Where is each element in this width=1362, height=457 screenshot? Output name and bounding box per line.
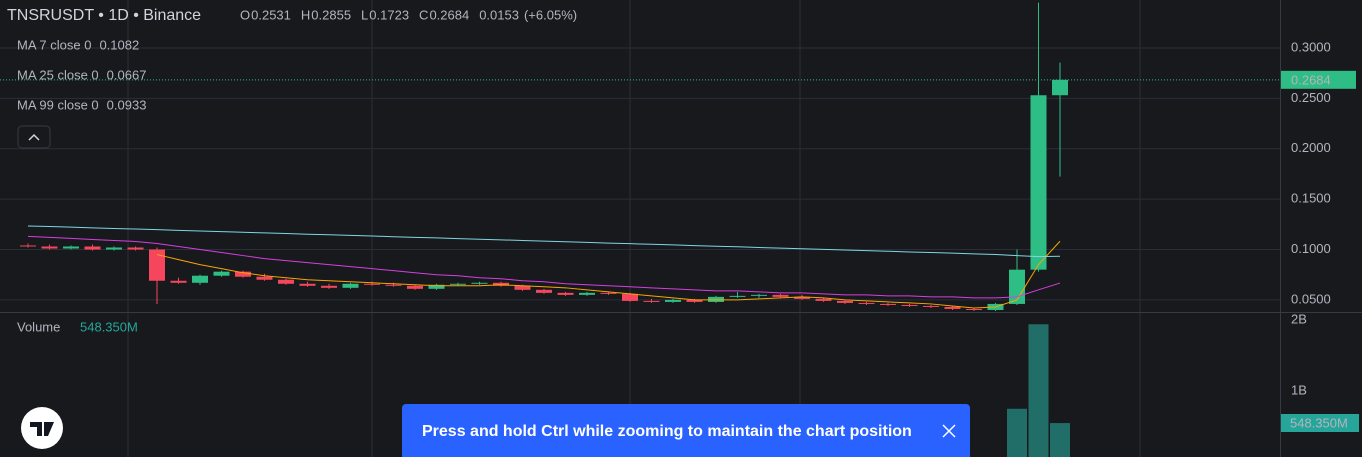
ma-line: [27, 225, 1061, 258]
volume-bar: [1028, 324, 1049, 457]
candle-body: [407, 285, 423, 289]
volume-pane: [1007, 324, 1070, 457]
ma-legend-name: MA 99 close 0: [17, 97, 99, 112]
ma-legend-name: MA 25 close 0: [17, 67, 99, 82]
candle-body: [256, 276, 273, 280]
candle-body: [235, 271, 251, 277]
ma-legend-name: MA 7 close 0: [17, 37, 91, 52]
candle-body: [170, 280, 187, 283]
ohlc-value: 0.1723: [369, 7, 409, 22]
candle-body: [858, 302, 875, 304]
price-pane: [0, 2, 1280, 311]
price-label-box: [1281, 70, 1356, 89]
candle-body: [63, 246, 79, 249]
y-tick-label: 0.1000: [1291, 241, 1331, 256]
collapse-icon: [28, 133, 40, 141]
toast-close[interactable]: [942, 424, 956, 438]
candle-body: [536, 289, 552, 293]
candle-body: [579, 292, 595, 295]
candle-body: [901, 304, 918, 306]
volume-legend-value: 548.350M: [80, 319, 138, 334]
change-percent: (+6.05%): [524, 7, 577, 22]
ohlc-value: 0.2855: [311, 7, 351, 22]
candle-body: [127, 247, 144, 250]
candle-body: [815, 298, 832, 301]
candle-body: [278, 279, 294, 284]
change-value: 0.0153: [479, 7, 519, 22]
candle-body: [708, 296, 724, 302]
collapse-button[interactable]: [17, 125, 51, 149]
y-tick-label: 0.3000: [1291, 39, 1331, 54]
volume-bar: [1007, 408, 1027, 457]
volume-bar: [1050, 423, 1070, 457]
time-grid: [127, 0, 1141, 457]
volume-label-box: [1281, 414, 1359, 432]
candle-body: [751, 294, 767, 296]
volume-tick-label: 1B: [1291, 382, 1307, 397]
volume-title: Volume: [17, 319, 60, 334]
y-tick-label: 0.2500: [1291, 90, 1331, 105]
ohlc-label: O: [240, 7, 250, 22]
candle-body: [643, 300, 660, 302]
candle-body: [321, 285, 337, 288]
candle-body: [385, 284, 402, 286]
candle-body: [192, 275, 208, 283]
ma-legend-value: 0.0667: [107, 67, 147, 82]
candle-body: [600, 292, 617, 294]
overlay: 0.0500 0.1000 0.1500 0.2000 0.2500 0.3000 MA 7…: [0, 7, 1359, 432]
candle-body: [665, 299, 681, 302]
candle-body: [84, 246, 101, 250]
ohlc-label: H: [301, 7, 310, 22]
toast: [402, 404, 970, 457]
volume-tick-label: 2B: [1291, 311, 1307, 326]
ma-legend-value: 0.0933: [107, 97, 147, 112]
candle-body: [41, 246, 58, 249]
candle-body: [794, 296, 810, 299]
candle-body: [450, 283, 466, 285]
ohlc-label: C: [419, 7, 428, 22]
y-tick-label: 0.0500: [1291, 291, 1331, 306]
candle-body: [1052, 79, 1068, 96]
ohlc-label: L: [361, 7, 368, 22]
ma-line: [27, 235, 1061, 299]
toast-message: Press and hold Ctrl while zooming to mai…: [422, 423, 912, 440]
candle-body: [149, 249, 165, 281]
ma-legend-value: 0.1082: [99, 37, 139, 52]
candle-body: [428, 284, 445, 289]
ohlc-value: 0.2684: [429, 7, 469, 22]
candle-body: [923, 305, 939, 307]
y-tick-label: 0.2000: [1291, 140, 1331, 155]
candle-body: [20, 245, 36, 247]
candle-body: [514, 285, 531, 290]
candle-body: [557, 292, 574, 295]
candle-body: [364, 283, 380, 285]
volume-label: 548.350M: [1290, 415, 1348, 430]
candle-body: [1009, 269, 1025, 304]
candle-body: [772, 294, 789, 297]
candle-body: [966, 308, 982, 310]
y-tick-label: 0.1500: [1291, 191, 1331, 206]
price-label: 0.2684: [1291, 72, 1331, 87]
candle-body: [299, 283, 316, 286]
candle-body: [686, 299, 703, 302]
candle-body: [729, 295, 746, 297]
candle-body: [213, 271, 230, 276]
logo-mark: [30, 422, 54, 436]
candle-body: [471, 282, 488, 284]
ohlc-value: 0.2531: [251, 7, 291, 22]
candle-body: [880, 303, 896, 305]
candle-body: [944, 306, 961, 309]
candle-body: [1030, 95, 1047, 270]
candle-body: [106, 247, 122, 250]
candle-body: [342, 283, 359, 288]
candle-body: [622, 293, 638, 301]
symbol-title: TNSRUSDT • 1D • Binance: [7, 7, 201, 24]
candle-body: [837, 300, 853, 303]
candle-body: [493, 282, 509, 286]
ma-line: [156, 240, 1061, 309]
